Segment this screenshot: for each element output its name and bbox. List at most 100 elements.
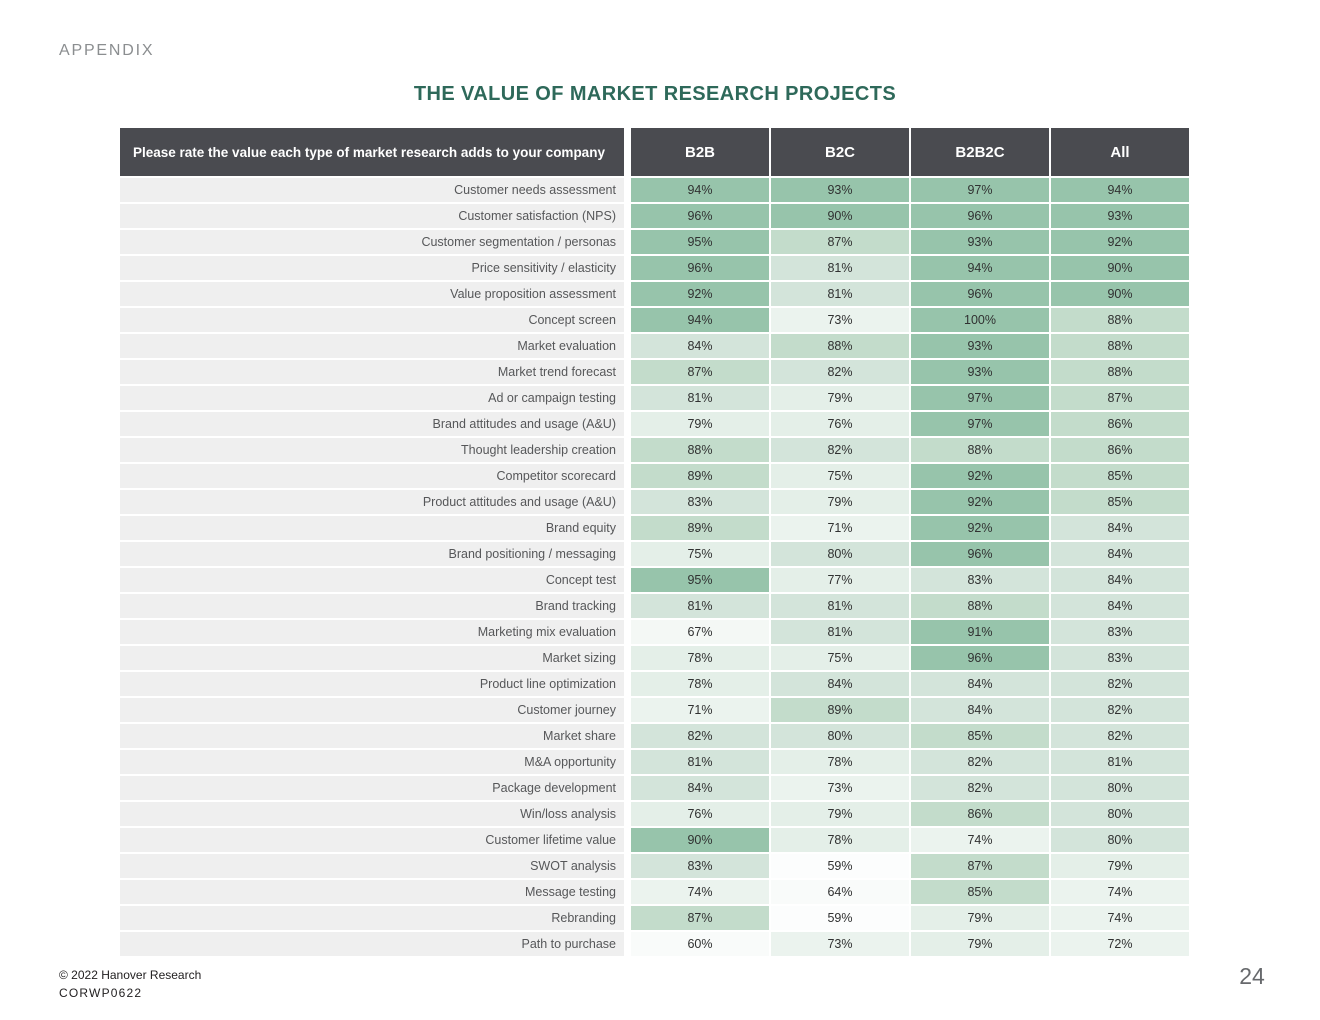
table-header-all: All: [1051, 128, 1189, 176]
value-heatmap-table: Please rate the value each type of marke…: [120, 128, 1189, 956]
value-cell: 81%: [631, 386, 769, 410]
row-label: Win/loss analysis: [120, 802, 629, 826]
value-cell: 75%: [631, 542, 769, 566]
row-label: Competitor scorecard: [120, 464, 629, 488]
value-cell: 96%: [911, 204, 1049, 228]
value-cell: 81%: [1051, 750, 1189, 774]
appendix-label: APPENDIX: [59, 42, 155, 59]
value-cell: 88%: [1051, 360, 1189, 384]
value-cell: 82%: [911, 776, 1049, 800]
table-header-b2c: B2C: [771, 128, 909, 176]
row-label: Ad or campaign testing: [120, 386, 629, 410]
value-cell: 75%: [771, 646, 909, 670]
value-cell: 89%: [631, 516, 769, 540]
value-cell: 87%: [1051, 386, 1189, 410]
value-cell: 59%: [771, 854, 909, 878]
value-cell: 86%: [1051, 438, 1189, 462]
value-cell: 82%: [1051, 672, 1189, 696]
value-cell: 79%: [771, 386, 909, 410]
value-cell: 94%: [911, 256, 1049, 280]
row-label: Product attitudes and usage (A&U): [120, 490, 629, 514]
row-label: Brand tracking: [120, 594, 629, 618]
value-cell: 82%: [1051, 724, 1189, 748]
value-cell: 80%: [1051, 828, 1189, 852]
value-cell: 94%: [631, 308, 769, 332]
row-label: Thought leadership creation: [120, 438, 629, 462]
value-cell: 83%: [1051, 646, 1189, 670]
value-cell: 97%: [911, 386, 1049, 410]
value-cell: 82%: [631, 724, 769, 748]
row-label: Path to purchase: [120, 932, 629, 956]
value-cell: 92%: [911, 490, 1049, 514]
page-title: THE VALUE OF MARKET RESEARCH PROJECTS: [413, 83, 897, 105]
value-cell: 82%: [771, 438, 909, 462]
value-cell: 88%: [911, 438, 1049, 462]
value-cell: 95%: [631, 568, 769, 592]
value-cell: 80%: [771, 724, 909, 748]
value-cell: 88%: [1051, 308, 1189, 332]
value-cell: 79%: [631, 412, 769, 436]
row-label: Customer satisfaction (NPS): [120, 204, 629, 228]
value-cell: 93%: [911, 230, 1049, 254]
row-label: Concept screen: [120, 308, 629, 332]
value-cell: 92%: [1051, 230, 1189, 254]
value-cell: 84%: [631, 334, 769, 358]
value-cell: 82%: [771, 360, 909, 384]
value-cell: 73%: [771, 932, 909, 956]
row-label: M&A opportunity: [120, 750, 629, 774]
value-cell: 73%: [771, 776, 909, 800]
row-label: SWOT analysis: [120, 854, 629, 878]
value-cell: 94%: [631, 178, 769, 202]
table-header-question: Please rate the value each type of marke…: [120, 128, 629, 176]
value-cell: 81%: [631, 594, 769, 618]
value-cell: 84%: [1051, 542, 1189, 566]
row-label: Market evaluation: [120, 334, 629, 358]
value-cell: 86%: [1051, 412, 1189, 436]
value-cell: 93%: [911, 360, 1049, 384]
footer-copyright: © 2022 Hanover Research: [59, 968, 202, 982]
value-cell: 82%: [1051, 698, 1189, 722]
row-label: Customer segmentation / personas: [120, 230, 629, 254]
value-cell: 90%: [771, 204, 909, 228]
value-cell: 85%: [1051, 490, 1189, 514]
value-cell: 89%: [771, 698, 909, 722]
value-cell: 84%: [911, 672, 1049, 696]
value-cell: 64%: [771, 880, 909, 904]
value-cell: 85%: [911, 880, 1049, 904]
value-cell: 80%: [771, 542, 909, 566]
value-cell: 75%: [771, 464, 909, 488]
value-cell: 83%: [631, 854, 769, 878]
value-cell: 72%: [1051, 932, 1189, 956]
value-cell: 59%: [771, 906, 909, 930]
value-cell: 81%: [771, 594, 909, 618]
row-label: Customer needs assessment: [120, 178, 629, 202]
footer: © 2022 Hanover Research CORWP0622: [59, 966, 201, 1002]
value-cell: 79%: [911, 906, 1049, 930]
value-cell: 74%: [631, 880, 769, 904]
value-cell: 84%: [771, 672, 909, 696]
value-cell: 92%: [911, 516, 1049, 540]
value-cell: 81%: [771, 256, 909, 280]
row-label: Price sensitivity / elasticity: [120, 256, 629, 280]
value-cell: 80%: [1051, 776, 1189, 800]
value-cell: 78%: [771, 828, 909, 852]
value-cell: 85%: [1051, 464, 1189, 488]
value-cell: 90%: [1051, 256, 1189, 280]
value-cell: 84%: [1051, 516, 1189, 540]
value-cell: 76%: [771, 412, 909, 436]
value-cell: 71%: [771, 516, 909, 540]
value-cell: 93%: [911, 334, 1049, 358]
value-cell: 87%: [911, 854, 1049, 878]
value-cell: 93%: [771, 178, 909, 202]
value-cell: 92%: [631, 282, 769, 306]
value-cell: 92%: [911, 464, 1049, 488]
value-cell: 81%: [771, 282, 909, 306]
value-cell: 85%: [911, 724, 1049, 748]
row-label: Product line optimization: [120, 672, 629, 696]
value-cell: 81%: [771, 620, 909, 644]
value-cell: 78%: [631, 646, 769, 670]
value-cell: 97%: [911, 178, 1049, 202]
value-cell: 96%: [911, 542, 1049, 566]
value-cell: 78%: [771, 750, 909, 774]
value-cell: 81%: [631, 750, 769, 774]
